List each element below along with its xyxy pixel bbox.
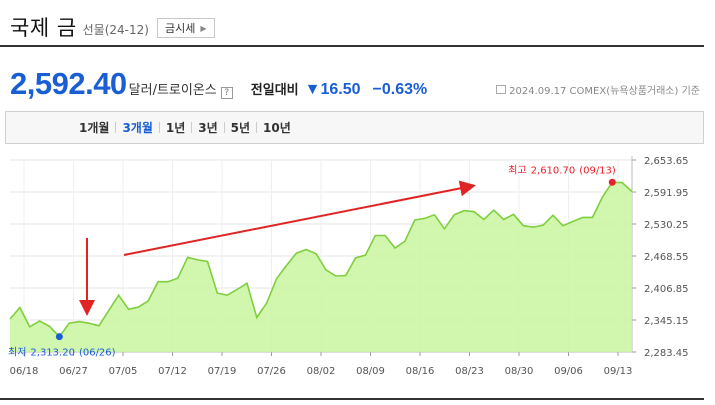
- y-tick-label: 2,530.25: [644, 220, 689, 231]
- x-tick-label: 09/13: [604, 366, 633, 377]
- period-separator: [115, 122, 117, 133]
- x-tick-label: 06/18: [10, 366, 39, 377]
- y-tick-label: 2,345.15: [644, 316, 689, 327]
- x-tick-label: 08/16: [406, 366, 435, 377]
- contract-label: 선물(24-12): [82, 22, 149, 37]
- high-point-marker: [608, 178, 616, 186]
- x-tick-label: 07/12: [158, 366, 187, 377]
- low-point-marker: [55, 333, 63, 341]
- header-divider: [0, 45, 704, 47]
- x-tick-label: 08/23: [455, 366, 484, 377]
- period-tabs: 1개월 3개월 1년 3년 5년 10년: [5, 111, 704, 144]
- price-change-rate: −0.63%: [372, 81, 428, 98]
- period-tab[interactable]: 3년: [198, 121, 218, 135]
- period-tab[interactable]: 1년: [165, 121, 186, 135]
- high-annotation: 최고 2,610.70 (09/13): [508, 164, 616, 176]
- caret-right-icon: ▶: [200, 23, 207, 33]
- compare-label: 전일대비: [250, 83, 299, 98]
- uptrend-arrow-annotation: [123, 180, 476, 256]
- x-tick-label: 09/06: [554, 366, 583, 377]
- x-tick-label: 08/30: [505, 366, 534, 377]
- period-separator: [256, 122, 258, 133]
- calendar-icon: [496, 85, 507, 94]
- title-row: 국제 금 선물(24-12) 금시세 ▶: [10, 14, 215, 40]
- price-change: ▼16.50: [304, 81, 361, 98]
- period-tab[interactable]: 10년: [263, 121, 291, 135]
- x-tick-label: 06/27: [59, 366, 88, 377]
- period-tab[interactable]: 3개월: [122, 121, 153, 135]
- quote-row: 2,592.40 달러/트로이온스 ? 전일대비 ▼16.50 −0.63% 2…: [10, 66, 700, 101]
- price-area: [10, 182, 632, 352]
- y-tick-label: 2,283.45: [644, 348, 689, 359]
- period-separator: [223, 122, 225, 133]
- y-tick-label: 2,653.65: [644, 156, 689, 167]
- period-separator: [158, 122, 160, 133]
- high-annotation-label: 최고: [508, 164, 526, 176]
- x-tick-label: 08/02: [307, 366, 336, 377]
- low-annotation-date: (06/26): [79, 348, 116, 359]
- period-tab[interactable]: 5년: [230, 121, 251, 135]
- price-unit: 달러/트로이온스: [128, 83, 217, 98]
- x-tick-label: 08/09: [356, 366, 385, 377]
- low-annotation-label: 최저: [8, 347, 26, 359]
- x-tick-label: 07/19: [208, 366, 237, 377]
- page-title: 국제 금: [10, 16, 77, 40]
- current-price: 2,592.40: [10, 66, 127, 101]
- low-annotation-value: 2,313.20: [30, 348, 75, 359]
- gold-price-button[interactable]: 금시세 ▶: [156, 18, 215, 38]
- price-chart-svg: 2,653.65 2,591.95 2,530.25 2,468.55 2,406.85…: [8, 156, 689, 377]
- low-annotation: 최저 2,313.20 (06/26): [8, 347, 116, 359]
- price-chart: 2,653.65 2,591.95 2,530.25 2,468.55 2,406.85…: [0, 148, 704, 388]
- y-tick-label: 2,591.95: [644, 188, 689, 199]
- high-annotation-date: (09/13): [579, 165, 616, 176]
- help-icon[interactable]: ?: [220, 87, 233, 99]
- high-annotation-value: 2,610.70: [531, 165, 576, 176]
- gold-price-button-label: 금시세: [164, 22, 196, 35]
- y-tick-label: 2,468.55: [644, 252, 689, 263]
- footer-divider: [0, 398, 704, 400]
- period-tab[interactable]: 1개월: [79, 121, 110, 135]
- x-tick-label: 07/05: [109, 366, 138, 377]
- period-separator: [191, 122, 193, 133]
- price-line: [9, 181, 633, 338]
- x-tick-label: 07/26: [257, 366, 286, 377]
- as-of-info: 2024.09.17 COMEX(뉴욕상품거래소) 기준: [496, 82, 700, 97]
- as-of-text: 2024.09.17 COMEX(뉴욕상품거래소) 기준: [509, 86, 700, 97]
- y-tick-label: 2,406.85: [644, 284, 689, 295]
